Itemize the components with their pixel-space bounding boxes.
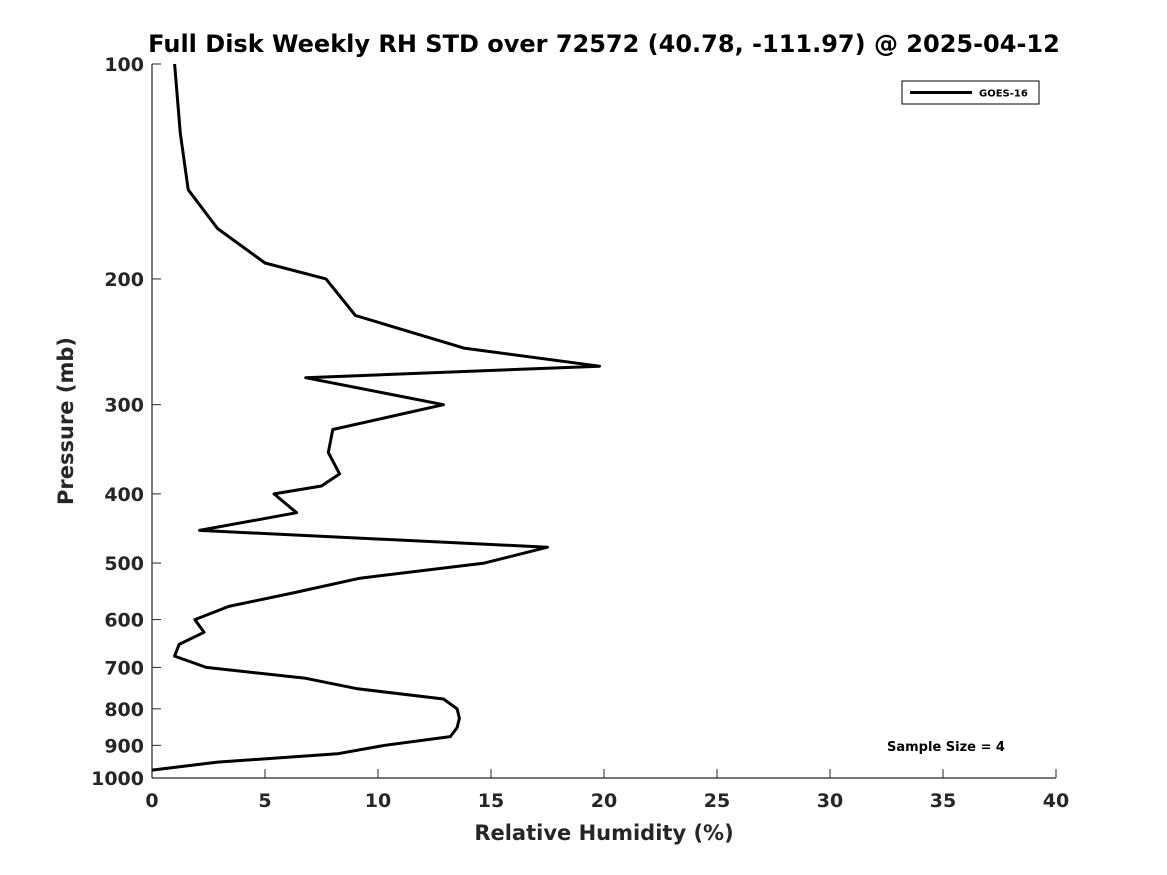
y-tick-label: 900 (104, 735, 144, 757)
x-tick-label: 25 (704, 790, 730, 812)
x-tick-label: 20 (591, 790, 617, 812)
y-tick-label: 800 (104, 699, 144, 721)
y-tick-label: 200 (104, 269, 144, 291)
y-tick-label: 400 (104, 484, 144, 506)
axes (151, 63, 1057, 779)
x-tick-label: 30 (817, 790, 843, 812)
tick-labels: 0 5 10 15 20 25 30 35 40 100 200 300 400 500 600 700 800… (91, 54, 1069, 812)
legend-label-goes-16: GOES-16 (979, 89, 1028, 100)
legend: GOES-16 (901, 80, 1040, 105)
series-line-goes-16 (151, 63, 601, 772)
y-tick-label: 600 (104, 610, 144, 632)
x-tick-label: 15 (478, 790, 504, 812)
chart-title: Full Disk Weekly RH STD over 72572 (40.7… (148, 30, 1060, 58)
y-axis-label: Pressure (mb) (54, 337, 78, 505)
y-tick-label: 100 (104, 54, 144, 76)
x-tick-label: 10 (365, 790, 391, 812)
sample-size-annotation: Sample Size = 4 (887, 740, 1005, 755)
y-tick-label: 300 (104, 395, 144, 417)
x-tick-label: 40 (1043, 790, 1069, 812)
y-tick-label: 700 (104, 657, 144, 679)
x-tick-label: 5 (258, 790, 271, 812)
x-tick-label: 0 (145, 790, 158, 812)
x-axis-label: Relative Humidity (%) (474, 821, 733, 845)
y-tick-label: 1000 (91, 768, 144, 790)
plot-area (151, 63, 601, 772)
y-tick-label: 500 (104, 553, 144, 575)
x-tick-label: 35 (930, 790, 956, 812)
